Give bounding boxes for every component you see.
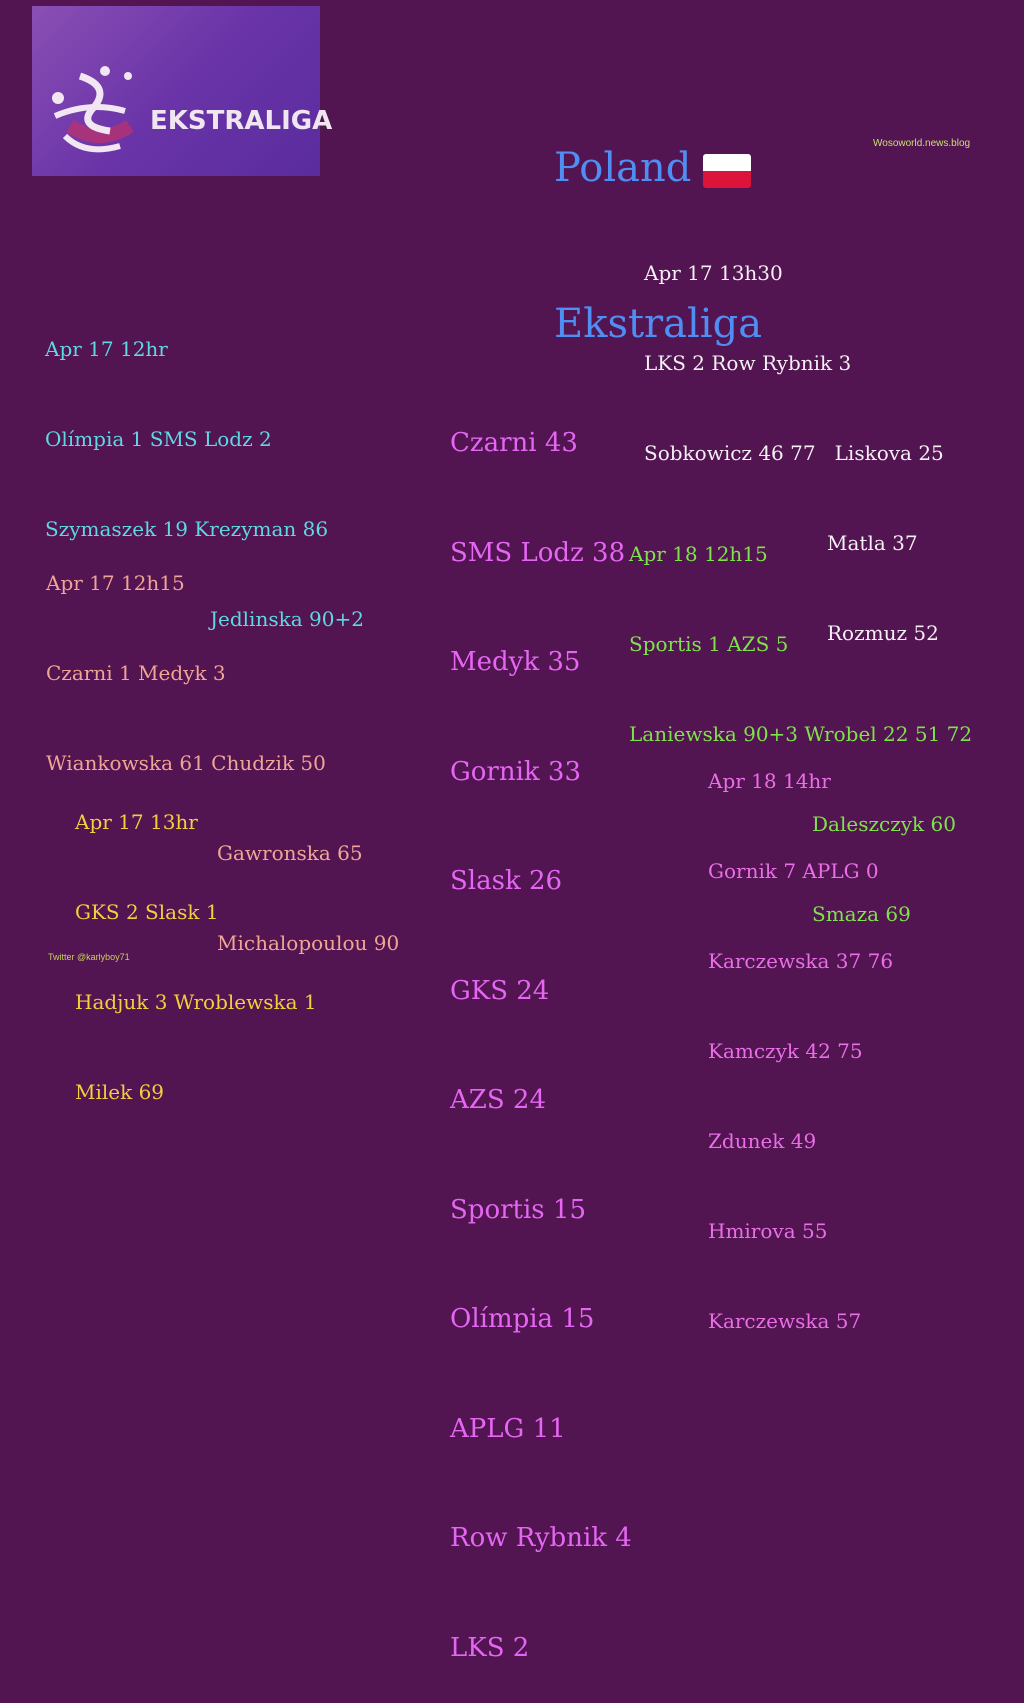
standing-row: LKS 2: [450, 1632, 530, 1663]
ekstraliga-logo: EKSTRALIGA: [32, 6, 332, 176]
match-scorers: Hadjuk 3 Wroblewska 1: [75, 990, 317, 1014]
match-scorers: Sobkowicz 46 77 Liskova 25: [644, 441, 944, 465]
standing-row: Sportis 15: [450, 1194, 586, 1225]
match-score: GKS 2 Slask 1: [75, 900, 219, 924]
match-scorers: Gawronska 65: [217, 841, 363, 865]
match-lks-row-rybnik: Apr 17 13h30 LKS 2 Row Rybnik 3 Sobkowic…: [644, 198, 944, 678]
match-czarni-medyk: Apr 17 12h15 Czarni 1 Medyk 3 Wiankowska…: [46, 508, 399, 988]
credit-text: Wosoworld.news.blog: [873, 138, 971, 149]
match-score: Czarni 1 Medyk 3: [46, 661, 226, 685]
match-gks-slask: Apr 17 13hr GKS 2 Slask 1 Hadjuk 3 Wrobl…: [75, 747, 317, 1137]
match-olimpia-sms-lodz: Apr 17 12hr Olímpia 1 SMS Lodz 2 Szymasz…: [45, 274, 364, 664]
match-scorers: Hmirova 55: [708, 1219, 828, 1243]
match-date: Apr 17 12h15: [46, 571, 185, 595]
standing-row: APLG 11: [450, 1413, 566, 1444]
standing-row: Medyk 35: [450, 647, 581, 677]
league-standings: Czarni 43 SMS Lodz 38 Medyk 35 Gornik 33…: [450, 352, 632, 1703]
match-scorers: Karczewska 57: [708, 1309, 862, 1333]
match-date: Apr 17 12hr: [45, 337, 168, 361]
standing-row: Gornik 33: [450, 756, 582, 787]
match-gornik-aplg: Apr 18 14hr Gornik 7 APLG 0 Karczewska 3…: [708, 706, 893, 1366]
logo-emblem-icon: [52, 66, 134, 153]
standing-row: GKS 24: [450, 975, 550, 1006]
match-scorers: Szymaszek 19 Krezyman 86: [45, 517, 329, 541]
match-scorers: Zdunek 49: [708, 1129, 817, 1153]
standing-row: Czarni 43: [450, 428, 578, 458]
twitter-handle: Twitter @karlyboy71: [48, 952, 130, 962]
match-score: Olímpia 1 SMS Lodz 2: [45, 427, 272, 451]
match-scorers: Jedlinska 90+2: [210, 607, 364, 631]
page-title: Poland Ekstraliga: [554, 38, 762, 402]
match-scorers: Milek 69: [75, 1080, 165, 1104]
match-score: LKS 2 Row Rybnik 3: [644, 351, 852, 375]
match-scorers: Karczewska 37 76: [708, 949, 894, 973]
standing-row: SMS Lodz 38: [450, 537, 626, 568]
match-scorers: Laniewska 90+3 Wrobel 22 51 72: [629, 722, 973, 746]
title-country: Poland: [554, 145, 692, 191]
title-league: Ekstraliga: [554, 301, 763, 347]
match-scorers: Daleszczyk 60: [812, 812, 956, 836]
standing-row: AZS 24: [450, 1085, 547, 1115]
match-score: Gornik 7 APLG 0: [708, 859, 879, 883]
match-date: Apr 18 12h15: [629, 542, 768, 566]
standing-row: Slask 26: [450, 866, 563, 896]
match-scorers: Rozmuz 52: [827, 621, 939, 645]
match-sportis-azs: Apr 18 12h15 Sportis 1 AZS 5 Laniewska 9…: [629, 479, 972, 959]
standing-row: Row Rybnik 4: [450, 1523, 632, 1553]
match-date: Apr 17 13hr: [75, 810, 198, 834]
match-scorers: Matla 37: [827, 531, 918, 555]
poland-flag-icon: [703, 154, 752, 188]
match-score: Sportis 1 AZS 5: [629, 632, 789, 656]
match-scorers: Kamczyk 42 75: [708, 1039, 863, 1063]
match-scorers: Wiankowska 61 Chudzik 50: [46, 751, 326, 775]
match-scorers: Michalopoulou 90: [217, 931, 400, 955]
match-scorers: Smaza 69: [812, 902, 911, 926]
standing-row: Olímpia 15: [450, 1304, 595, 1334]
match-date: Apr 18 14hr: [708, 769, 831, 793]
match-date: Apr 17 13h30: [644, 261, 783, 285]
logo-text: EKSTRALIGA: [150, 106, 333, 136]
